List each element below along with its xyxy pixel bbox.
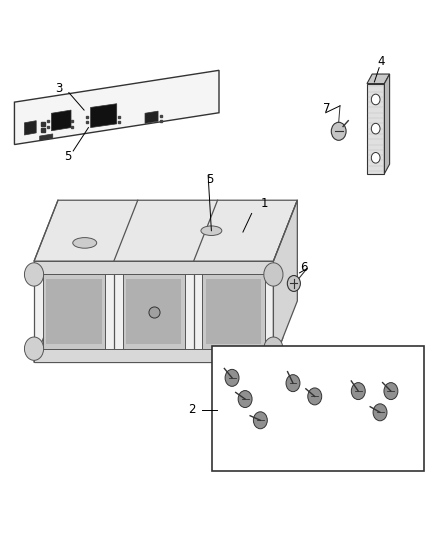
Circle shape [351,383,365,400]
Polygon shape [14,70,219,144]
Circle shape [264,263,283,286]
Circle shape [286,375,300,392]
Polygon shape [367,84,385,174]
Text: 1: 1 [261,197,268,211]
Bar [212,346,424,471]
Bar [123,274,185,349]
Bar [206,279,261,344]
Polygon shape [367,74,390,84]
Text: 6: 6 [300,261,307,274]
Polygon shape [145,111,158,123]
Circle shape [238,391,252,408]
Polygon shape [34,261,273,274]
Circle shape [308,388,322,405]
Bar [43,274,105,349]
Polygon shape [91,104,117,127]
Text: 3: 3 [56,82,63,95]
Text: 5: 5 [206,173,213,186]
Circle shape [373,404,387,421]
Circle shape [25,263,44,286]
Circle shape [384,383,398,400]
Ellipse shape [73,238,97,248]
Polygon shape [34,349,273,362]
Circle shape [225,369,239,386]
Circle shape [25,337,44,360]
Circle shape [371,94,380,105]
Polygon shape [385,74,390,174]
Text: 4: 4 [378,55,385,68]
Polygon shape [273,200,297,362]
Bar [202,274,265,349]
Circle shape [371,152,380,163]
Circle shape [371,123,380,134]
Bar [126,279,181,344]
Circle shape [264,337,283,360]
Circle shape [331,122,346,140]
Polygon shape [34,261,273,362]
Circle shape [287,276,300,292]
Circle shape [253,412,267,429]
Ellipse shape [201,226,222,236]
Text: 2: 2 [188,403,195,416]
Polygon shape [40,134,53,140]
Text: 5: 5 [64,150,72,163]
Polygon shape [25,120,36,135]
Bar [46,279,102,344]
Polygon shape [51,110,71,131]
Polygon shape [34,200,297,261]
Text: 7: 7 [323,102,331,115]
Polygon shape [34,337,283,362]
